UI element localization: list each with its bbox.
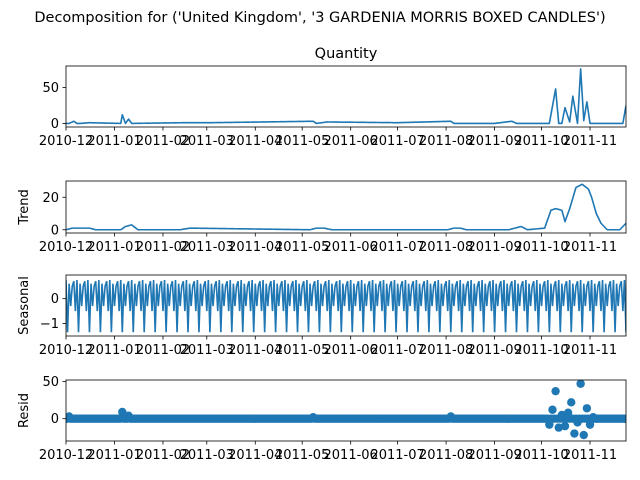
trend-axes-frame [65,180,627,234]
resid-xtick-label: 2011-11 [563,448,617,463]
seasonal-xtick-label: 2011-10 [514,343,568,358]
resid-xtick-label: 2011-07 [370,448,424,463]
trend-series-line [66,183,626,231]
resid-xtick-label: 2011-09 [467,448,521,463]
seasonal-ytick-label: −1 [40,317,59,332]
quantity-xtick-label: 2011-07 [370,134,424,149]
resid-panel: 0502010-122011-012011-022011-032011-0420… [17,375,627,463]
resid-data [66,380,626,440]
seasonal-xtick-label: 2011-02 [136,343,190,358]
resid-ytick-label: 50 [42,375,59,390]
trend-xtick-label: 2011-10 [514,240,568,255]
seasonal-xtick-label: 2010-12 [39,343,93,358]
quantity-xtick-label: 2011-11 [563,134,617,149]
trend-xtick-label: 2011-03 [180,240,234,255]
quantity-axes-frame [65,65,627,128]
resid-ylabel: Resid [17,393,32,428]
resid-xtick-label: 2010-12 [39,448,93,463]
quantity-xtick-label: 2010-12 [39,134,93,149]
resid-point [551,386,560,396]
resid-point [567,398,576,407]
resid-xtick-label: 2011-01 [87,448,141,463]
trend-xtick-label: 2011-04 [228,240,282,255]
resid-point [579,430,588,440]
seasonal-ytick-label: 0 [51,292,59,307]
quantity-title: Quantity [315,46,378,62]
resid-xtick-label: 2011-02 [136,448,190,463]
seasonal-xtick-label: 2011-05 [275,343,329,358]
trend-xtick-label: 2011-07 [370,240,424,255]
seasonal-series-line [66,279,626,333]
trend-xtick-label: 2011-09 [467,240,521,255]
quantity-xtick-label: 2011-09 [467,134,521,149]
trend-xtick-label: 2011-08 [419,240,473,255]
quantity-xtick-label: 2011-02 [136,134,190,149]
resid-axes-frame [65,379,627,442]
quantity-data [66,68,626,125]
seasonal-xtick-label: 2011-08 [419,343,473,358]
seasonal-xtick-label: 2011-03 [180,343,234,358]
seasonal-xtick-label: 2011-01 [87,343,141,358]
quantity-ytick-label: 0 [51,117,59,132]
quantity-xtick-label: 2011-04 [228,134,282,149]
trend-ylabel: Trend [17,189,32,226]
trend-panel: 0202010-122011-012011-022011-032011-0420… [17,180,627,255]
trend-xtick-label: 2011-02 [136,240,190,255]
resid-point [621,414,626,423]
resid-xtick-label: 2011-06 [324,448,378,463]
resid-point [118,407,127,417]
trend-xtick-label: 2011-06 [324,240,378,255]
resid-point [570,429,579,438]
seasonal-xtick-label: 2011-06 [324,343,378,358]
quantity-series-line [66,68,626,125]
trend-xtick-label: 2011-05 [275,240,329,255]
quantity-panel: 0502010-122011-012011-022011-032011-0420… [39,46,627,149]
trend-xtick-label: 2010-12 [39,240,93,255]
seasonal-xtick-label: 2011-04 [228,343,282,358]
seasonal-ylabel: Seasonal [17,276,32,335]
resid-point [582,404,592,413]
resid-point [576,380,585,388]
quantity-xtick-label: 2011-06 [324,134,378,149]
trend-xtick-label: 2011-01 [87,240,141,255]
quantity-xtick-label: 2011-05 [275,134,329,149]
resid-point [548,405,557,414]
resid-point [560,421,570,431]
seasonal-xtick-label: 2011-09 [467,343,521,358]
resid-xtick-label: 2011-10 [514,448,568,463]
quantity-xtick-label: 2011-10 [514,134,568,149]
resid-xtick-label: 2011-04 [228,448,282,463]
resid-ytick-label: 0 [51,412,59,427]
quantity-xtick-label: 2011-01 [87,134,141,149]
resid-xtick-label: 2011-08 [419,448,473,463]
resid-xtick-label: 2011-05 [275,448,329,463]
seasonal-xtick-label: 2011-11 [563,343,617,358]
quantity-ytick-label: 50 [42,81,59,96]
seasonal-panel: −102010-122011-012011-022011-032011-0420… [17,274,627,358]
trend-ytick-label: 20 [42,191,59,206]
resid-xtick-label: 2011-03 [180,448,234,463]
quantity-xtick-label: 2011-03 [180,134,234,149]
trend-data [66,183,626,231]
trend-xtick-label: 2011-11 [563,240,617,255]
seasonal-xtick-label: 2011-07 [370,343,424,358]
trend-ytick-label: 0 [51,223,59,238]
quantity-xtick-label: 2011-08 [419,134,473,149]
seasonal-axes-frame [65,274,627,337]
seasonal-data [66,279,626,333]
figure-suptitle: Decomposition for ('United Kingdom', '3 … [34,10,605,26]
